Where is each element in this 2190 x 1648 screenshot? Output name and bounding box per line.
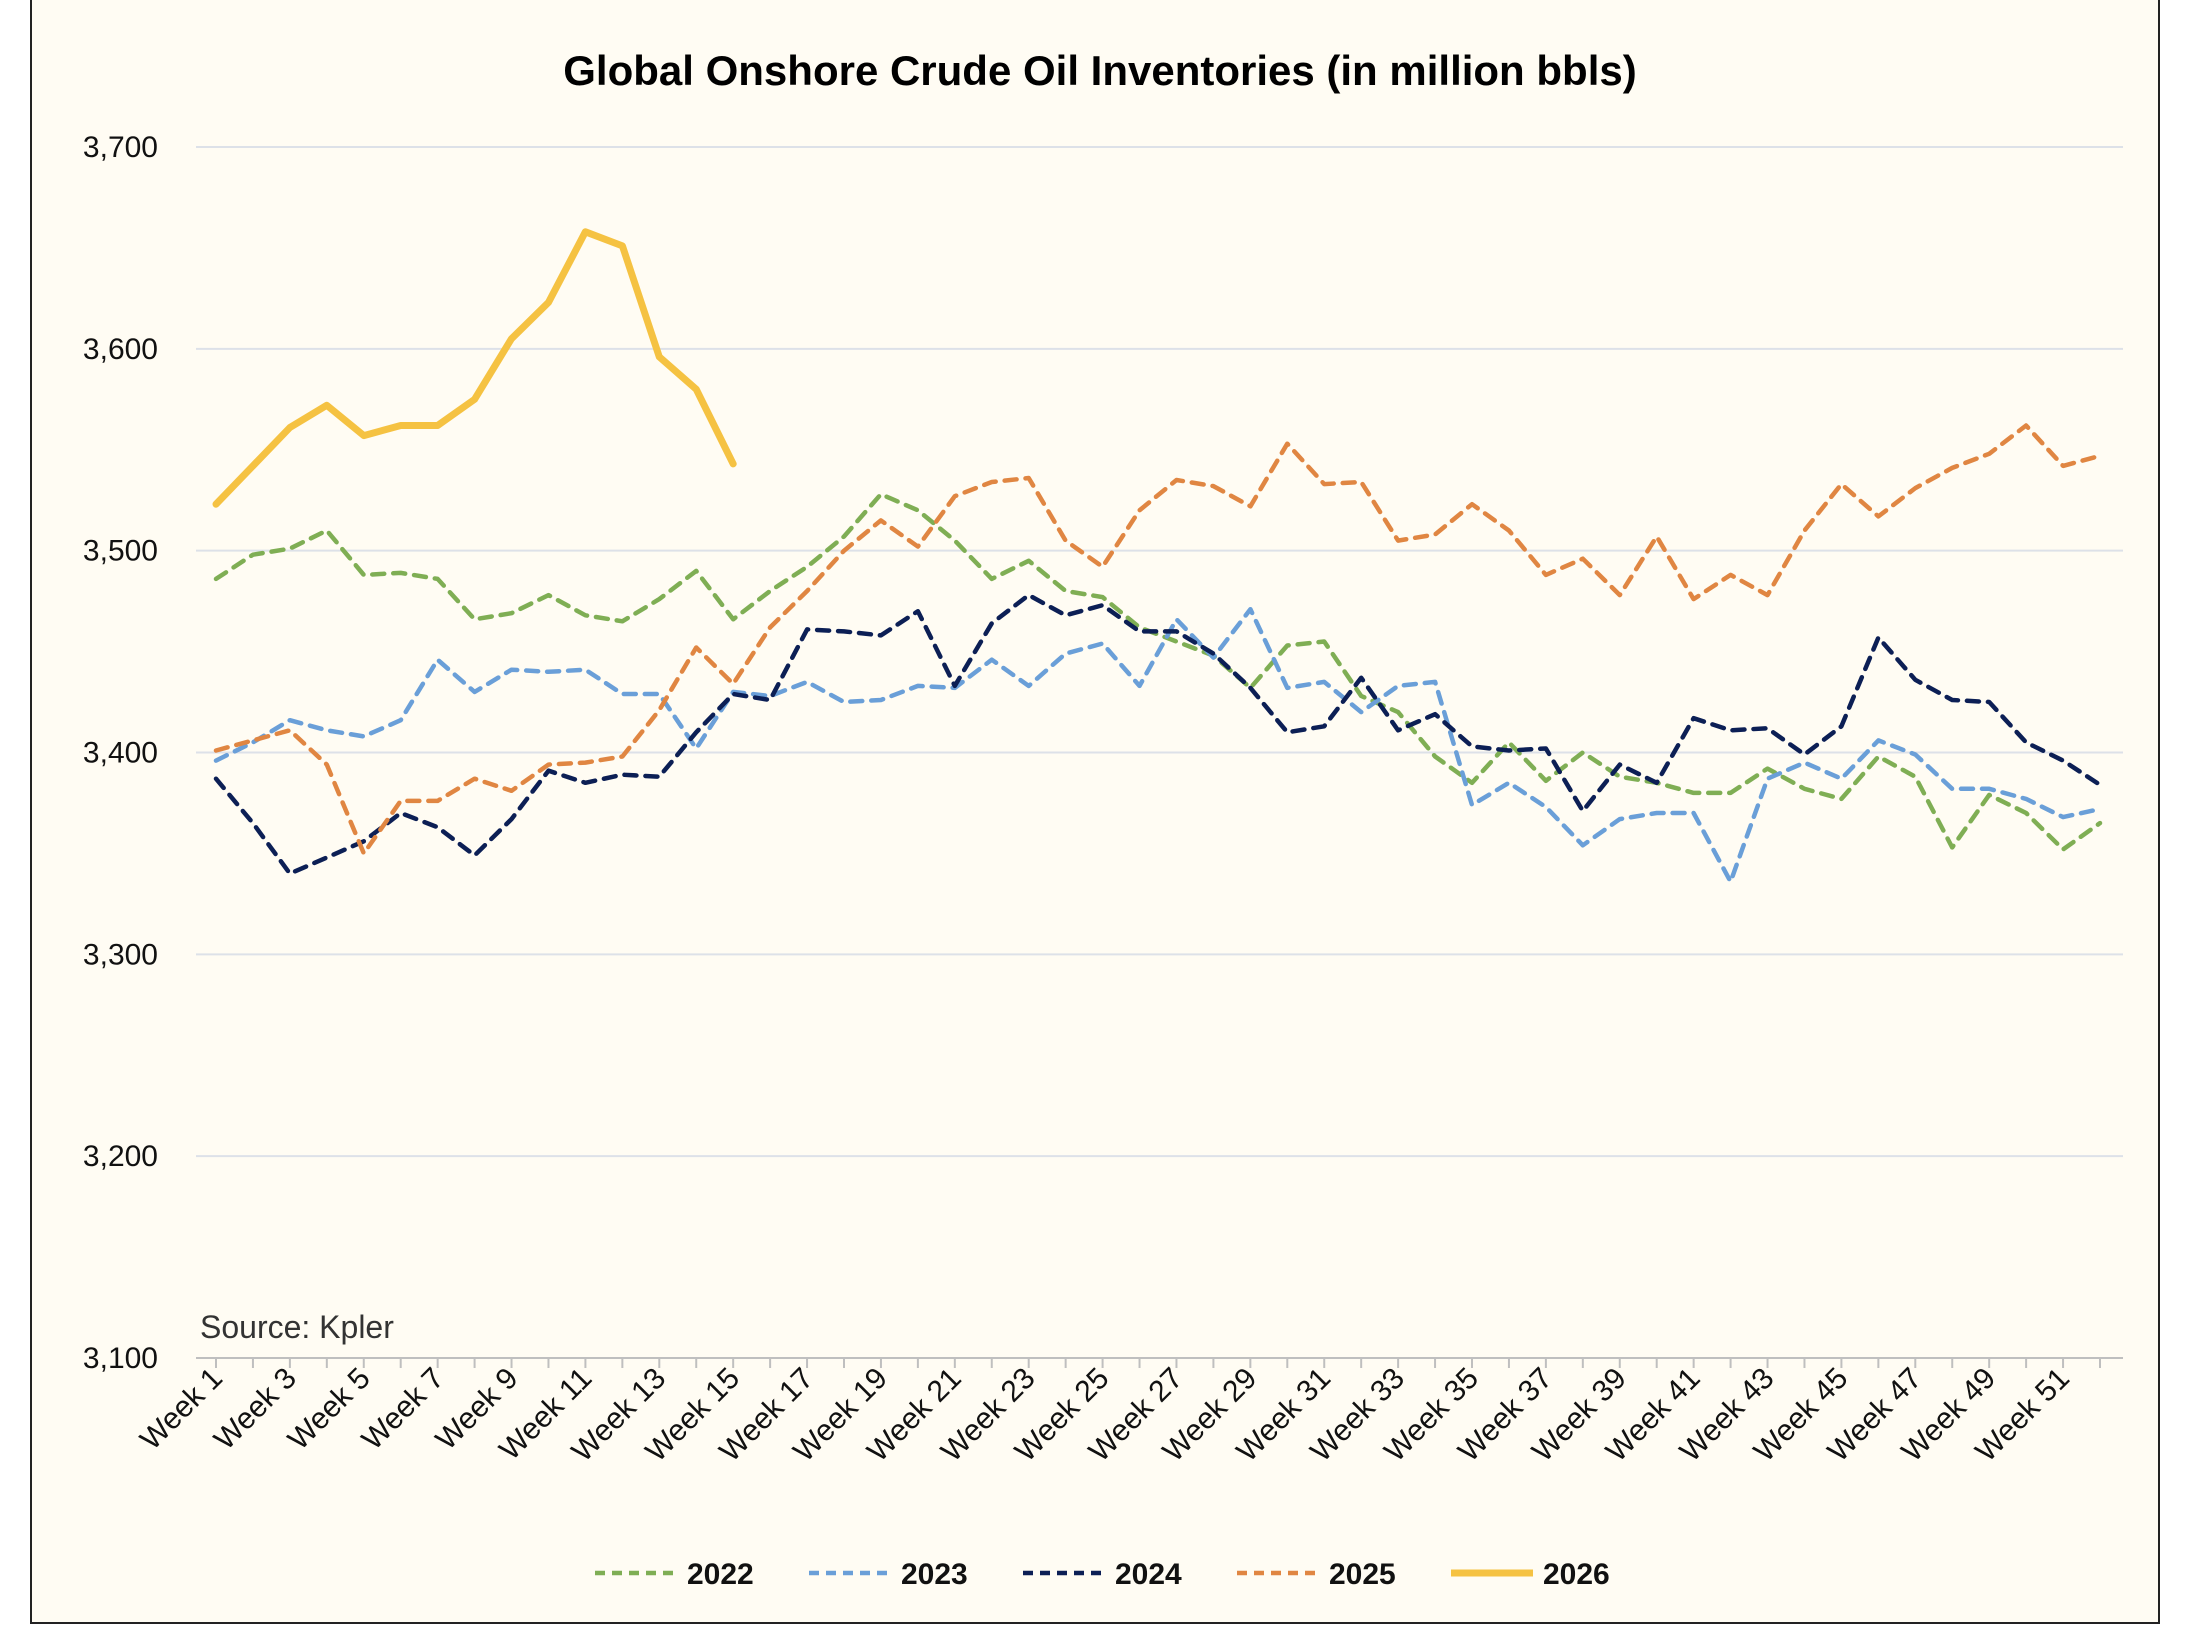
x-tick-label: Week 5 [282,1362,377,1457]
series-line-2024 [213,592,2103,876]
x-tick-label: Week 7 [356,1362,451,1457]
y-tick-label: 3,200 [83,1140,158,1173]
x-tick-label: Week 3 [208,1362,303,1457]
y-tick-label: 3,300 [83,938,158,971]
y-tick-label: 3,700 [83,131,158,164]
y-tick-label: 3,400 [83,737,158,770]
chart-frame [30,0,2160,1624]
series-line-2022 [213,491,2103,852]
y-tick-label: 3,100 [83,1342,158,1375]
legend-label-2022: 2022 [687,1558,754,1591]
legend: 2022 2023 2024 2025 2026 [595,1558,1610,1591]
series-line-2026 [212,228,737,508]
y-tick-label: 3,500 [83,535,158,568]
series-lines [212,228,2103,884]
chart-title: Global Onshore Crude Oil Inventories (in… [563,47,1636,94]
legend-label-2023: 2023 [901,1558,968,1591]
y-tick-label: 3,600 [83,333,158,366]
legend-label-2026: 2026 [1543,1558,1610,1591]
legend-label-2025: 2025 [1329,1558,1396,1591]
x-tick-label: Week 1 [134,1362,229,1457]
source-note: Source: Kpler [200,1309,394,1345]
legend-label-2024: 2024 [1115,1558,1182,1591]
gridlines [196,146,2123,1158]
y-axis: 3,100 3,200 3,300 3,400 3,500 3,600 3,700 [83,131,158,1375]
series-line-2025 [213,423,2103,856]
series-line-2023 [213,606,2103,884]
